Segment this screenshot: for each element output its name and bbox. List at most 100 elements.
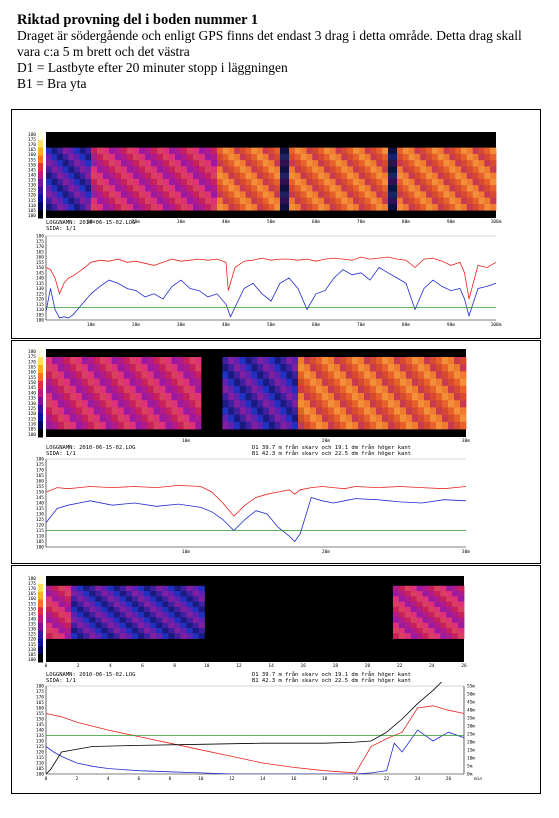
thermal-pixel [228,393,235,401]
thermal-pixel [414,191,421,199]
thermal-pixel [262,147,269,155]
thermal-pixel [119,596,127,603]
scale-tick-label: 160 [28,370,36,376]
thermal-pixel [268,414,276,423]
thermal-pixel [162,612,169,618]
thermal-pixel [234,414,241,423]
thermal-pixel [386,585,394,592]
thermal-pixel [198,591,206,597]
chart-x-tick-label: 70m [357,322,365,328]
thermal-pixel [51,357,59,365]
thermal-pixel [46,197,53,205]
chart-x-tick-label: 4 [107,776,110,782]
thermal-pixel [97,191,104,199]
thermal-pixel [277,601,285,608]
thermal-pixel [163,153,170,161]
thermal-pixel [452,612,459,618]
thermal-pixel [386,617,394,624]
thermal-pixel [283,627,291,634]
thermal-pixel [133,160,140,167]
thermal-pixel [46,633,53,639]
thermal-pixel [316,357,323,365]
thermal-pixel [192,606,200,613]
thermal-pixel [247,585,254,592]
thermal-pixel [294,172,302,180]
thermal-pixel [431,172,439,180]
thermal-pixel [115,153,122,161]
thermal-pixel [271,601,279,608]
thermal-pixel [81,357,89,365]
thermal-pixel [262,185,269,192]
thermal-pixel [99,378,107,387]
thermal-pixel [105,393,113,401]
thermal-pixel [99,414,107,423]
chart-y-tick-label: 175 [36,239,44,245]
thermal-pixel [341,166,348,174]
scale-tick-label: 150 [28,380,36,386]
thermal-pixel [163,203,170,211]
thermal-pixel [448,421,455,430]
thermal-pixel [235,596,242,603]
thermal-pixel [484,191,491,199]
thermal-pixel [410,627,418,634]
thermal-pixel [428,606,435,613]
thermal-pixel [388,357,395,365]
thermal-pixel [341,178,348,186]
thermal-pixel [189,371,196,379]
thermal-pixel [466,153,474,161]
thermal-pixel [77,612,84,618]
chart-y2-tick-label: 0m [467,772,473,778]
thermal-pixel [424,400,431,408]
thermal-pixel [298,414,305,423]
thermal-pixel [322,378,329,387]
color-scale-segment [38,591,43,600]
thermal-pixel [257,147,264,155]
thermal-pixel [234,185,241,192]
thermal-pixel [77,633,84,639]
thermal-pixel [79,185,86,192]
chart-y-tick-label: 175 [36,462,44,468]
thermal-pixel [458,596,465,603]
thermal-pixel [139,166,146,174]
thermal-pixel [420,178,427,186]
scale-tick-label: 110 [28,647,36,653]
thermal-pixel [193,203,200,211]
thermal-pixel [259,633,266,639]
thermal-pixel [251,371,258,379]
thermal-pixel [263,393,270,401]
color-scale-segment [38,365,43,374]
thermal-pixel [245,203,252,211]
thermal-pixel [326,601,333,608]
thermal-pixel [46,591,53,597]
thermal-pixel [448,385,455,394]
thermal-pixel [397,185,404,192]
thermal-pixel [382,172,389,180]
thermal-pixel [316,385,323,394]
thermal-pixel [127,178,134,186]
thermal-pixel [322,421,329,430]
panel-3-figure: 1801751701651601551501451401351301251201… [28,576,482,782]
thermal-pixel [177,407,184,415]
thermal-pixel [271,591,279,597]
thermal-pixel [247,627,254,634]
thermal-pixel [141,414,149,423]
thermal-pixel [81,378,89,387]
thermal-pixel [189,407,196,415]
thermal-pixel [93,357,101,365]
thermal-pixel [422,612,429,618]
thermal-pixel [332,612,339,618]
thermal-pixel [151,197,158,205]
thermal-x-tick-label: 0 [45,663,48,669]
thermal-pixel [358,147,366,155]
thermal-pixel [199,178,206,186]
thermal-pixel [376,160,383,167]
thermal-pixel [105,414,113,423]
thermal-pixel [165,371,172,379]
thermal-pixel [388,407,395,415]
thermal-pixel [286,393,293,401]
thermal-pixel [298,421,305,430]
thermal-pixel [262,166,269,174]
thermal-pixel [51,191,58,199]
thermal-pixel [239,364,247,372]
thermal-pixel [422,627,429,634]
